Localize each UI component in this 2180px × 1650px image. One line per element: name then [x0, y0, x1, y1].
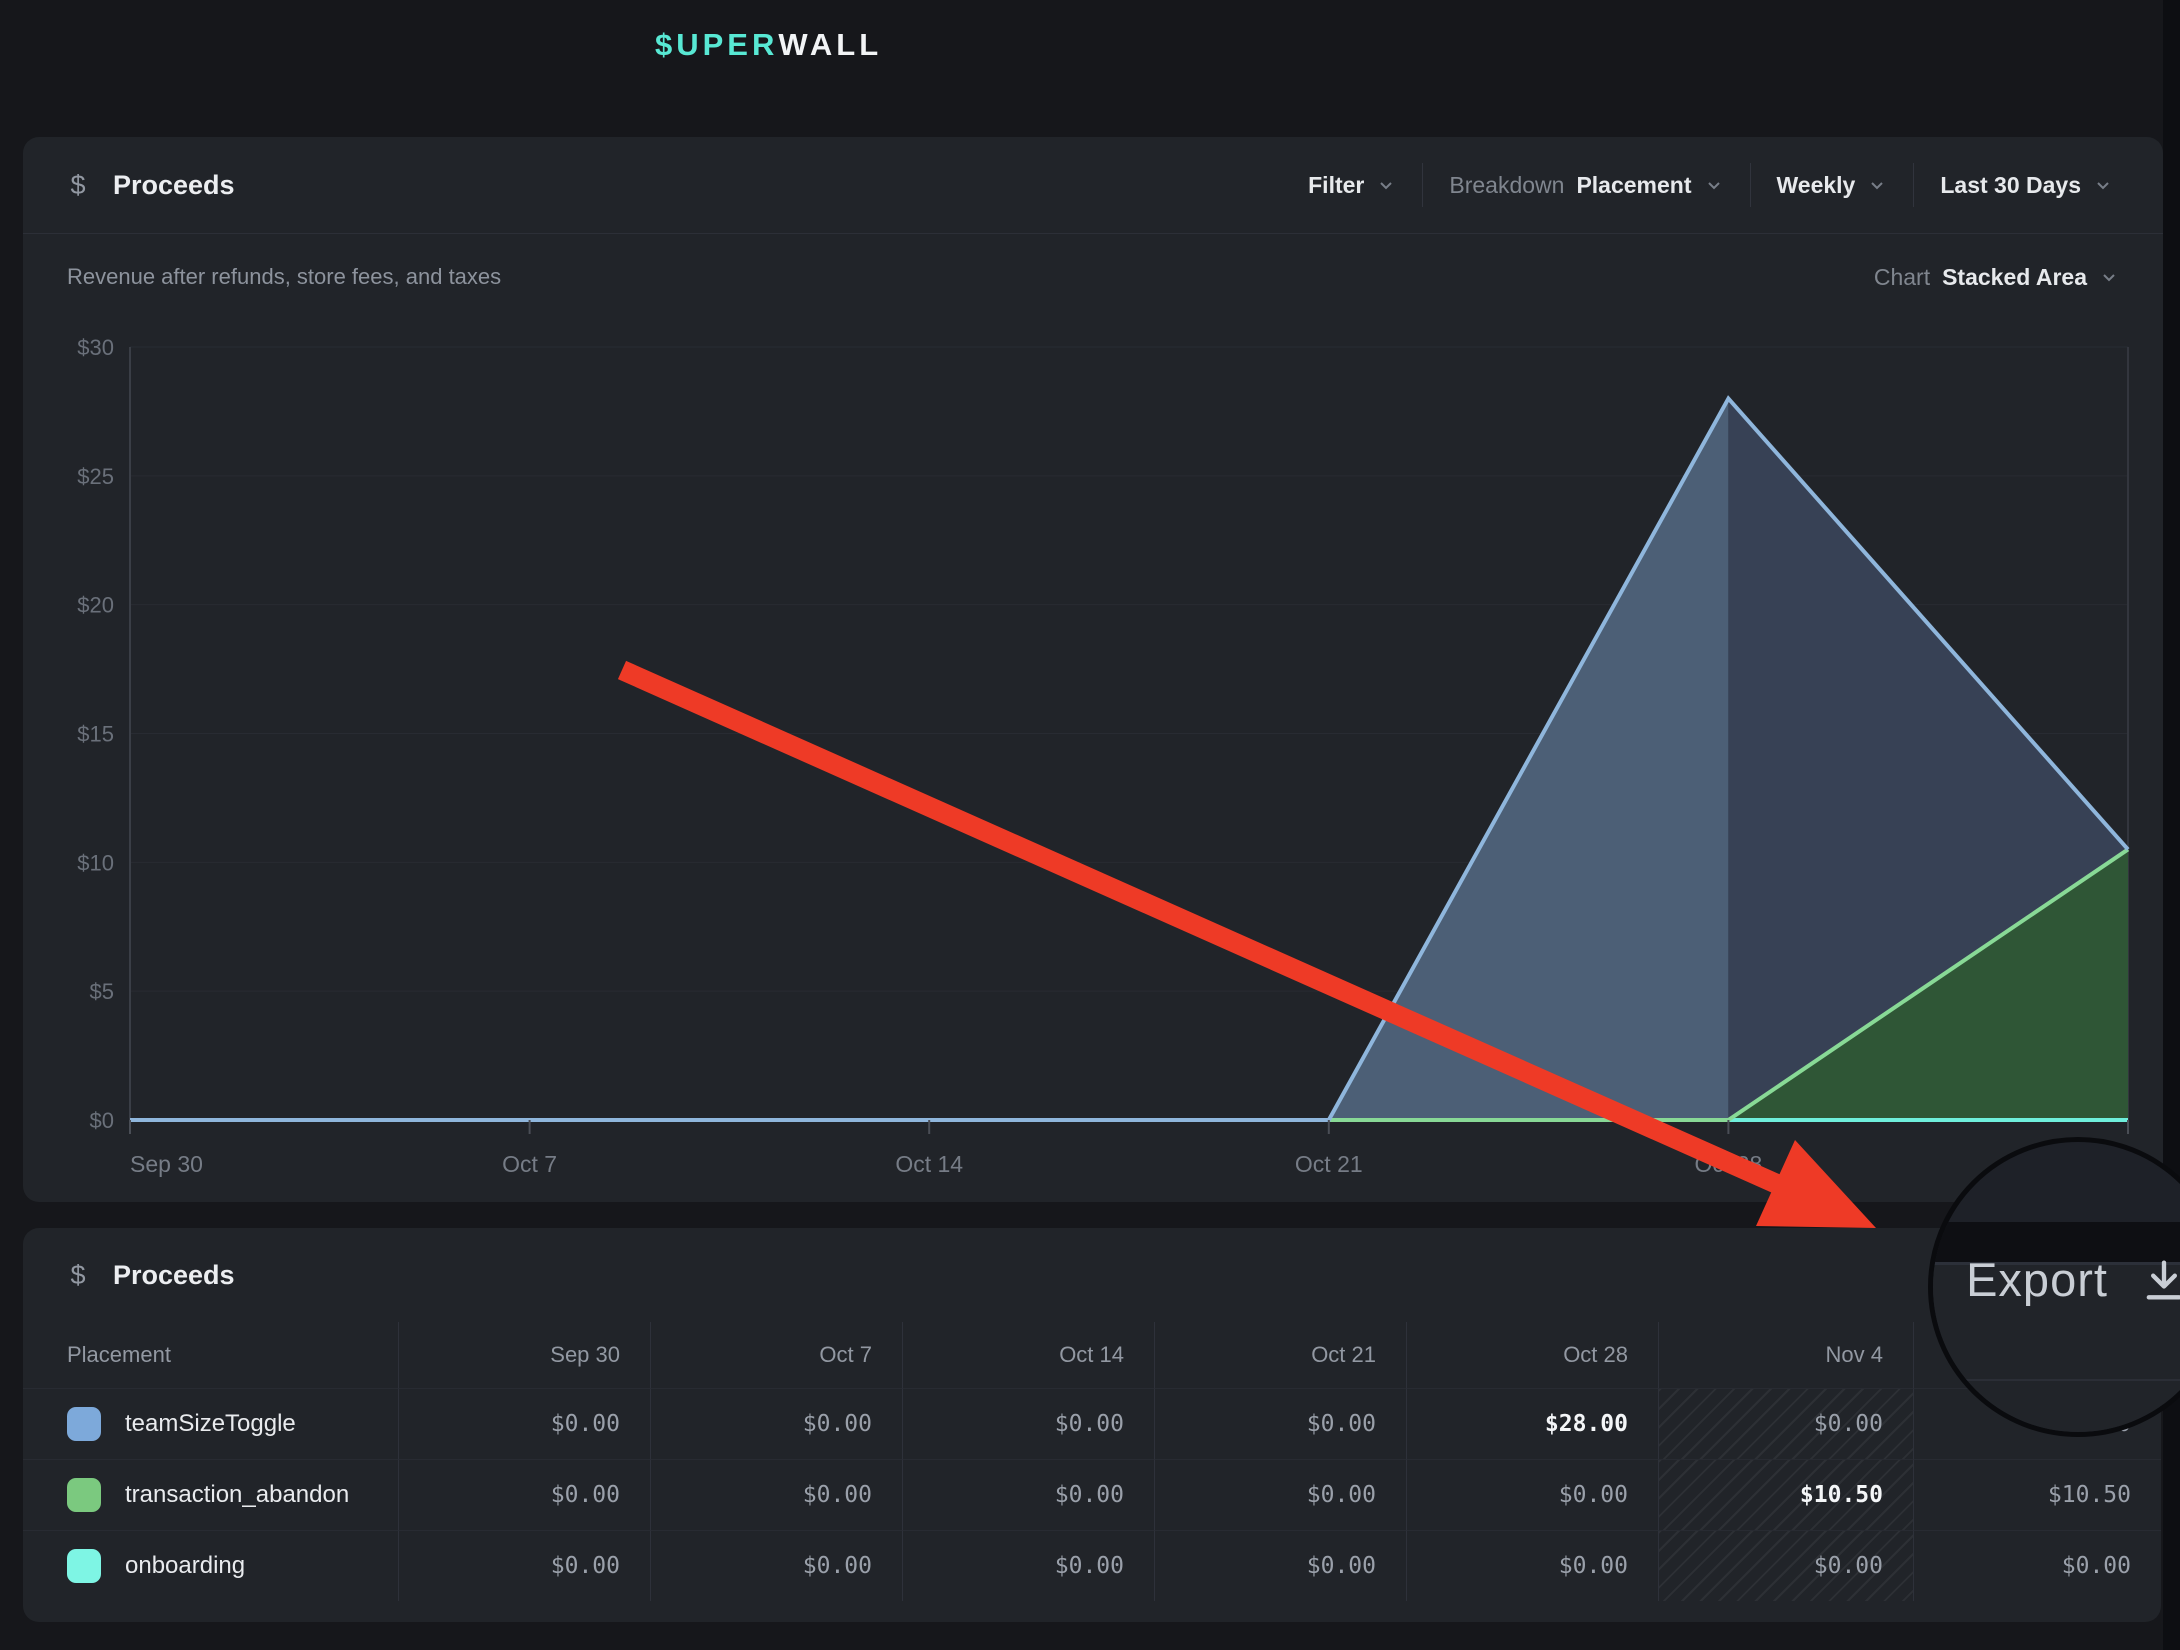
column-header: Sep 30 — [398, 1322, 650, 1388]
chevron-down-icon — [1871, 182, 1884, 190]
filter-button[interactable]: Filter — [1282, 172, 1422, 199]
svg-text:Sep 30: Sep 30 — [130, 1151, 203, 1177]
legend-swatch — [67, 1478, 101, 1512]
value-cell: $0.00 — [650, 1530, 902, 1601]
svg-text:$25: $25 — [77, 464, 114, 489]
svg-text:Oct 28: Oct 28 — [1695, 1151, 1763, 1177]
placement-cell: teamSizeToggle — [23, 1388, 398, 1459]
value-cell: $0.00 — [1154, 1530, 1406, 1601]
column-header: Oct 28 — [1406, 1322, 1658, 1388]
svg-text:Oct 21: Oct 21 — [1295, 1151, 1363, 1177]
table-title: Proceeds — [113, 1259, 235, 1290]
value-cell: $0.00 — [650, 1459, 902, 1530]
value-cell: $0.00 — [1913, 1530, 2161, 1601]
value-cell: $28.00 — [1406, 1388, 1658, 1459]
svg-text:$30: $30 — [77, 335, 114, 360]
stacked-area-chart: $0 $5 $10 $15 $20 $25 $30 Sep 30 Oct 7 Oct 14 Oct … — [77, 335, 2130, 1177]
magnified-card-edge — [1933, 1262, 2180, 1265]
chart-controls: Filter Breakdown Placement Weekly Last 3… — [1282, 137, 2119, 233]
column-header: Oct 14 — [902, 1322, 1154, 1388]
value-cell: $0.00 — [1406, 1530, 1658, 1601]
value-cell: $0.00 — [902, 1530, 1154, 1601]
column-header-placement: Placement — [67, 1342, 171, 1367]
legend-swatch — [67, 1549, 101, 1583]
placement-label: teamSizeToggle — [125, 1410, 296, 1437]
date-range-select[interactable]: Last 30 Days — [1914, 172, 2119, 199]
value-cell: $10.50 — [1658, 1459, 1913, 1530]
magnified-card-gap — [1933, 1222, 2180, 1262]
divider — [1422, 163, 1424, 207]
export-magnifier-overlay: Export — [1928, 1137, 2180, 1437]
value-cell: $0.00 — [398, 1530, 650, 1601]
chevron-down-icon — [2097, 182, 2109, 190]
logo-white-part: WALL — [778, 27, 883, 62]
dollar-icon: $ — [70, 1259, 86, 1290]
placement-label: onboarding — [125, 1552, 246, 1579]
dollar-icon: $ — [70, 169, 86, 200]
value-cell: $0.00 — [1658, 1530, 1913, 1601]
download-icon — [2146, 1260, 2180, 1299]
column-header — [1913, 1322, 2161, 1388]
divider — [1749, 163, 1751, 207]
column-header: Oct 21 — [1154, 1322, 1406, 1388]
value-cell: $0.00 — [650, 1388, 902, 1459]
legend-swatch — [67, 1407, 101, 1441]
column-header: Oct 7 — [650, 1322, 902, 1388]
value-cell: $0.00 — [398, 1388, 650, 1459]
logo-teal-part: $UPER — [655, 27, 779, 62]
column-header: Nov 4 — [1658, 1322, 1913, 1388]
value-cell: $0.00 — [398, 1459, 650, 1530]
page-title: Proceeds — [113, 169, 235, 200]
proceeds-chart-card: $ Proceeds Filter Breakdown Placement We… — [23, 137, 2163, 1202]
proceeds-table: Placement Sep 30 Oct 7 Oct 14 Oct 21 Oct 28 No… — [23, 1322, 2161, 1601]
export-button[interactable]: Export — [1933, 1252, 2180, 1307]
chevron-down-icon — [1707, 182, 1720, 190]
value-cell: $0.00 — [1154, 1459, 1406, 1530]
svg-text:Oct 7: Oct 7 — [502, 1151, 557, 1177]
proceeds-table-card: $ Proceeds Placement Sep 30 Oct 7 Oct 14 Oct… — [23, 1228, 2161, 1622]
magnified-card-surface — [1933, 1265, 2180, 1432]
chart-type-select[interactable]: Chart Stacked Area — [1874, 264, 2119, 291]
svg-text:$10: $10 — [77, 850, 114, 875]
placement-label: transaction_abandon — [125, 1481, 350, 1508]
top-bar: $UPER WALL — [0, 0, 2180, 100]
placement-cell: transaction_abandon — [23, 1459, 398, 1530]
superwall-logo: $UPER WALL — [655, 0, 882, 90]
svg-text:$20: $20 — [77, 593, 114, 618]
chart-subtitle: Revenue after refunds, store fees, and t… — [67, 264, 502, 289]
placement-cell: onboarding — [23, 1530, 398, 1601]
value-cell: $10.50 — [1913, 1459, 2161, 1530]
chevron-down-icon — [1380, 182, 1393, 190]
value-cell: $0.00 — [1658, 1388, 1913, 1459]
svg-text:$0: $0 — [90, 1108, 114, 1133]
divider — [1913, 163, 1915, 207]
chevron-down-icon — [2103, 274, 2115, 282]
svg-text:$15: $15 — [77, 722, 114, 747]
value-cell: $0.00 — [902, 1388, 1154, 1459]
breakdown-select[interactable]: Breakdown Placement — [1423, 172, 1749, 199]
magnified-header-divider — [1933, 1379, 2180, 1381]
value-cell: $0.00 — [902, 1459, 1154, 1530]
interval-select[interactable]: Weekly — [1751, 172, 1914, 199]
svg-text:$5: $5 — [90, 979, 114, 1004]
table-card-header: $ Proceeds — [23, 1228, 2161, 1322]
value-cell: $0.00 — [1154, 1388, 1406, 1459]
svg-text:Oct 14: Oct 14 — [895, 1151, 963, 1177]
chart-card-header: $ Proceeds Filter Breakdown Placement We… — [23, 137, 2163, 234]
value-cell: $0.00 — [1406, 1459, 1658, 1530]
